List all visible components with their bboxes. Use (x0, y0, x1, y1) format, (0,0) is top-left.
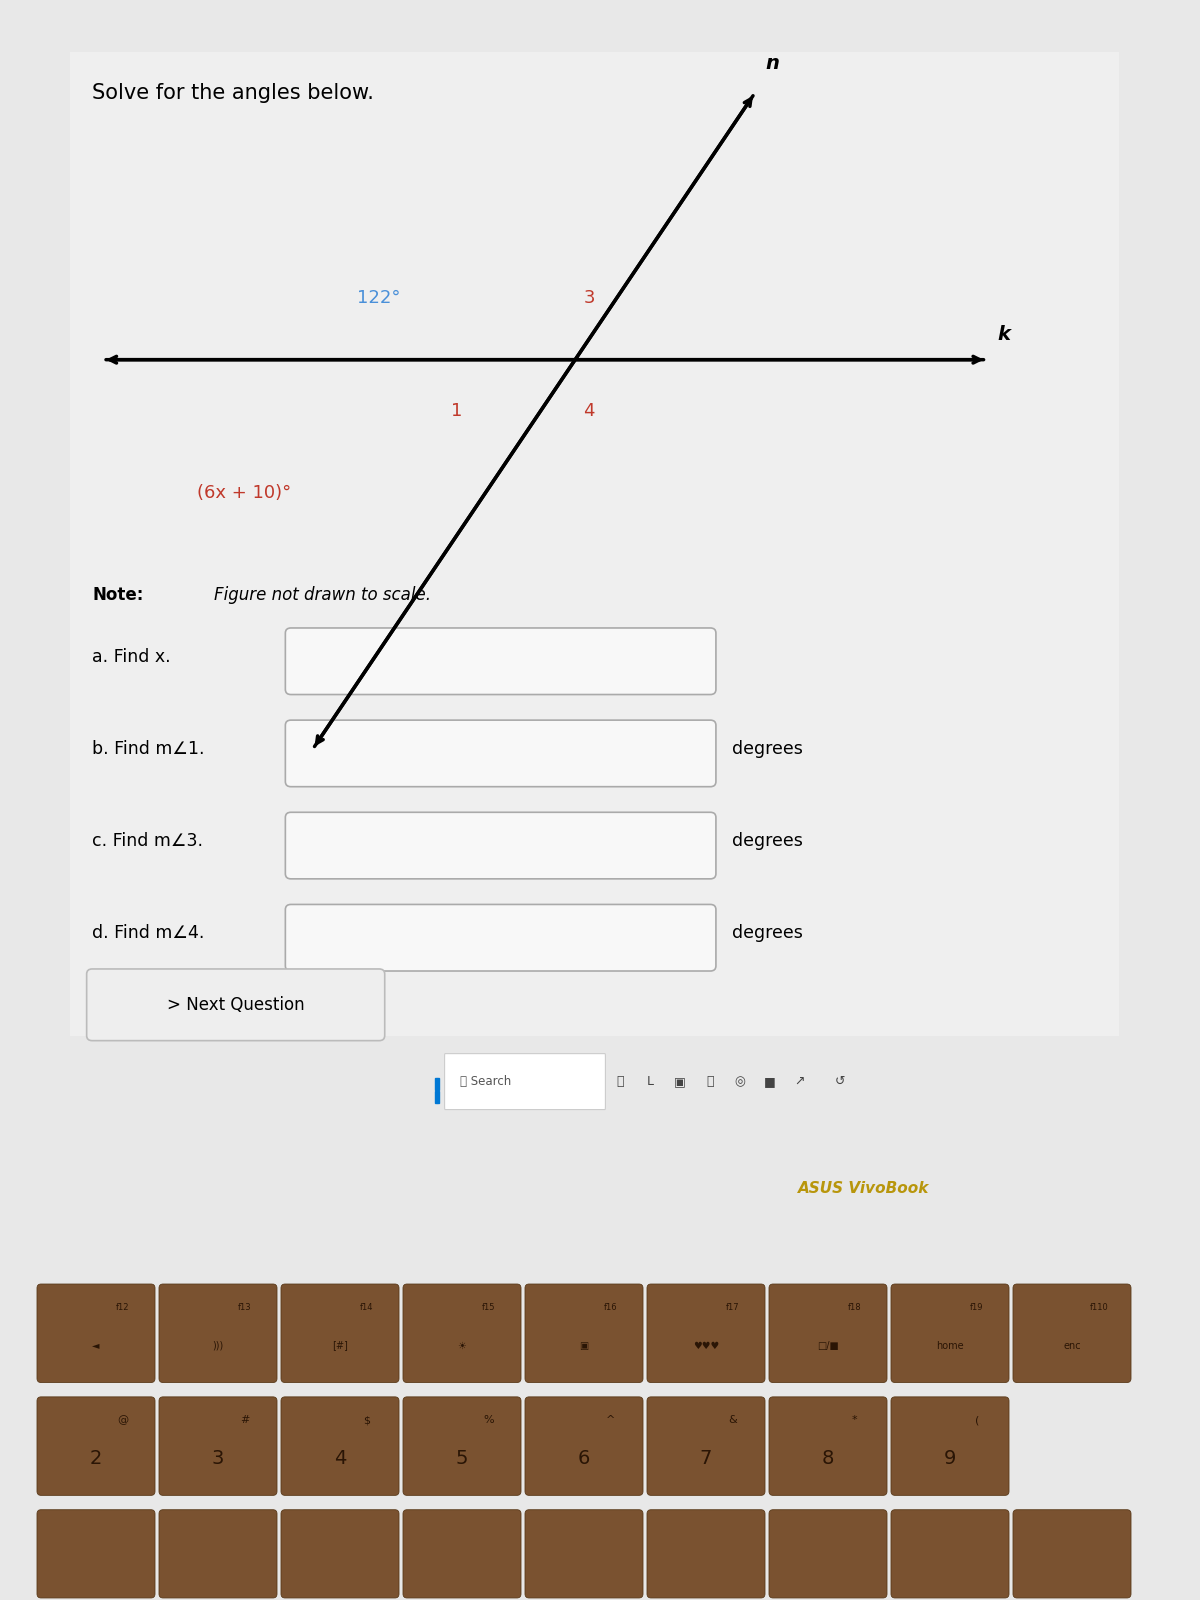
Text: f13: f13 (238, 1302, 252, 1312)
FancyBboxPatch shape (1013, 1510, 1130, 1598)
Text: home: home (936, 1341, 964, 1350)
Text: ↺: ↺ (835, 1075, 845, 1088)
Text: @: @ (118, 1416, 128, 1426)
FancyBboxPatch shape (445, 1054, 606, 1109)
Text: *: * (852, 1416, 858, 1426)
Text: &: & (728, 1416, 737, 1426)
FancyBboxPatch shape (1013, 1285, 1130, 1382)
Text: > Next Question: > Next Question (167, 995, 305, 1014)
FancyBboxPatch shape (403, 1397, 521, 1496)
Text: 1: 1 (451, 402, 462, 419)
FancyBboxPatch shape (286, 904, 716, 971)
Text: %: % (484, 1416, 494, 1426)
Text: ))): ))) (212, 1341, 223, 1350)
Bar (436, 1091, 437, 1102)
Text: a. Find x.: a. Find x. (92, 648, 170, 666)
FancyBboxPatch shape (769, 1397, 887, 1496)
Text: #: # (240, 1416, 250, 1426)
Text: 7: 7 (700, 1450, 712, 1467)
Text: L: L (647, 1075, 654, 1088)
FancyBboxPatch shape (526, 1510, 643, 1598)
Text: ^: ^ (606, 1416, 616, 1426)
FancyBboxPatch shape (158, 1285, 277, 1382)
Text: k: k (997, 325, 1010, 344)
FancyBboxPatch shape (286, 720, 716, 787)
Text: 4: 4 (583, 402, 595, 419)
FancyBboxPatch shape (890, 1285, 1009, 1382)
Text: ASUS VivoBook: ASUS VivoBook (798, 1181, 930, 1197)
Text: ▣: ▣ (674, 1075, 686, 1088)
Text: □/■: □/■ (817, 1341, 839, 1350)
Text: ■: ■ (764, 1075, 776, 1088)
Text: 122°: 122° (358, 290, 401, 307)
Text: 8: 8 (822, 1450, 834, 1467)
Text: 3: 3 (583, 290, 595, 307)
Text: Figure not drawn to scale.: Figure not drawn to scale. (214, 586, 431, 605)
Text: 9: 9 (944, 1450, 956, 1467)
Text: (6x + 10)°: (6x + 10)° (197, 483, 290, 502)
FancyBboxPatch shape (281, 1397, 400, 1496)
Text: ▣: ▣ (580, 1341, 589, 1350)
Text: 3: 3 (212, 1450, 224, 1467)
FancyBboxPatch shape (37, 1397, 155, 1496)
Text: ↗: ↗ (794, 1075, 805, 1088)
Text: f16: f16 (604, 1302, 618, 1312)
Text: ⌕ Search: ⌕ Search (460, 1075, 511, 1088)
FancyBboxPatch shape (647, 1397, 766, 1496)
FancyBboxPatch shape (890, 1397, 1009, 1496)
Text: 2: 2 (90, 1450, 102, 1467)
Text: f12: f12 (116, 1302, 130, 1312)
Text: f14: f14 (360, 1302, 373, 1312)
FancyBboxPatch shape (890, 1510, 1009, 1598)
Text: 5: 5 (456, 1450, 468, 1467)
FancyBboxPatch shape (526, 1285, 643, 1382)
Text: degrees: degrees (732, 925, 803, 942)
FancyBboxPatch shape (158, 1510, 277, 1598)
Text: 6: 6 (578, 1450, 590, 1467)
FancyBboxPatch shape (403, 1510, 521, 1598)
Text: Solve for the angles below.: Solve for the angles below. (92, 83, 374, 102)
Text: f15: f15 (482, 1302, 496, 1312)
FancyBboxPatch shape (37, 1285, 155, 1382)
Text: f18: f18 (848, 1302, 862, 1312)
Text: f110: f110 (1090, 1302, 1109, 1312)
FancyBboxPatch shape (86, 970, 385, 1040)
Text: Note:: Note: (92, 586, 144, 605)
FancyBboxPatch shape (769, 1285, 887, 1382)
FancyBboxPatch shape (647, 1510, 766, 1598)
FancyBboxPatch shape (769, 1510, 887, 1598)
Text: ☀: ☀ (457, 1341, 467, 1350)
Text: f17: f17 (726, 1302, 739, 1312)
Text: ◎: ◎ (734, 1075, 745, 1088)
FancyBboxPatch shape (526, 1397, 643, 1496)
FancyBboxPatch shape (70, 53, 1118, 1035)
Text: ◄: ◄ (92, 1341, 100, 1350)
Bar (437, 1091, 439, 1102)
FancyBboxPatch shape (286, 813, 716, 878)
Text: degrees: degrees (732, 739, 803, 758)
Text: f19: f19 (970, 1302, 984, 1312)
Text: b. Find m∠1.: b. Find m∠1. (92, 739, 205, 758)
Text: (: ( (974, 1416, 979, 1426)
Text: ♥♥♥: ♥♥♥ (692, 1341, 719, 1350)
Text: d. Find m∠4.: d. Find m∠4. (92, 925, 204, 942)
FancyBboxPatch shape (281, 1285, 400, 1382)
FancyBboxPatch shape (403, 1285, 521, 1382)
Bar (437, 1078, 439, 1090)
FancyBboxPatch shape (286, 627, 716, 694)
FancyBboxPatch shape (37, 1510, 155, 1598)
Text: $: $ (364, 1416, 371, 1426)
Text: degrees: degrees (732, 832, 803, 850)
FancyBboxPatch shape (158, 1397, 277, 1496)
Text: [#]: [#] (332, 1341, 348, 1350)
FancyBboxPatch shape (647, 1285, 766, 1382)
Text: n: n (766, 54, 780, 74)
FancyBboxPatch shape (281, 1510, 400, 1598)
Text: c. Find m∠3.: c. Find m∠3. (92, 832, 203, 850)
Text: enc: enc (1063, 1341, 1081, 1350)
Bar (436, 1078, 437, 1090)
Text: :  (707, 1075, 714, 1088)
Text: 4: 4 (334, 1450, 346, 1467)
Text: ⧉: ⧉ (617, 1075, 624, 1088)
